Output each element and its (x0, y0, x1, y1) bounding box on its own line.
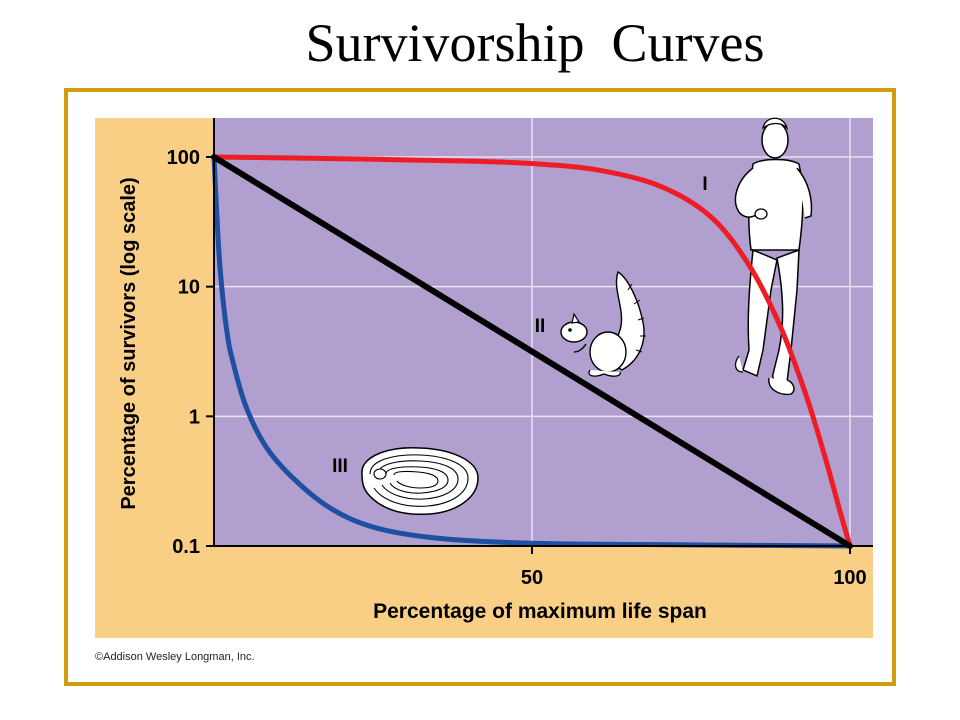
slide-title: Survivorship Curves (305, 13, 765, 73)
x-axis-label: Percentage of maximum life span (373, 600, 707, 623)
series-line-type-i (211, 154, 853, 549)
series-line-type-ii (211, 154, 853, 549)
tick-labels: 100 10 1 0.1 50 100 (167, 147, 867, 589)
y-tick-label: 100 (167, 147, 200, 169)
curve-label-type-ii: II (535, 316, 546, 337)
curve-label-type-iii: III (332, 456, 348, 477)
squirrel-icon (560, 270, 646, 377)
x-tick-label: 50 (521, 567, 543, 589)
series-line-type-iii (211, 154, 853, 549)
y-tick-label: 1 (189, 406, 200, 428)
y-tick-label: 0.1 (172, 536, 200, 558)
curve-label-type-i: I (702, 174, 707, 195)
series-lines (211, 154, 853, 549)
illustrations (361, 117, 813, 516)
human-runner-icon (734, 117, 813, 396)
y-axis-label: Percentage of survivors (log scale) (118, 177, 140, 509)
x-tick-label: 100 (833, 567, 866, 589)
oyster-icon (361, 447, 479, 516)
axes (213, 118, 873, 547)
y-tick-label: 10 (178, 277, 200, 299)
copyright-credit: ©Addison Wesley Longman, Inc. (95, 651, 255, 663)
